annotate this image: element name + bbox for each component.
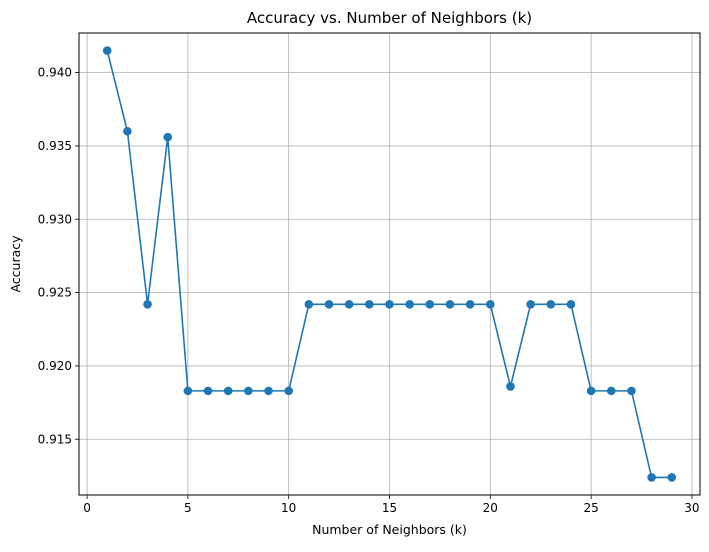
data-point (284, 386, 293, 396)
data-point (546, 300, 556, 309)
data-point (143, 300, 152, 309)
data-point (304, 300, 314, 309)
grid (79, 33, 700, 495)
data-point (183, 386, 193, 396)
data-point (486, 300, 495, 309)
data-point (102, 46, 112, 55)
data-point (223, 386, 233, 396)
ticks: 0 5 10 15 20 25 30 0.915 0.920 0.925 0.930 0.935 0.9… (38, 66, 700, 515)
x-tick-label: 20 (483, 501, 498, 515)
y-tick-label: 0.925 (38, 286, 72, 300)
x-tick-label: 0 (83, 501, 91, 515)
data-point (667, 473, 677, 482)
y-axis-label: Accuracy (8, 235, 23, 293)
data-point (566, 300, 576, 309)
data-point (465, 300, 475, 309)
data-point (425, 300, 435, 309)
data-point (647, 473, 656, 482)
chart-title: Accuracy vs. Number of Neighbors (k) (247, 9, 532, 27)
data-point (344, 300, 354, 309)
data-point (264, 386, 273, 396)
y-tick-label: 0.935 (38, 139, 72, 153)
data-point (445, 300, 455, 309)
x-tick-label: 30 (684, 501, 699, 515)
y-tick-label: 0.930 (38, 212, 72, 226)
x-tick-label: 10 (281, 501, 296, 515)
y-tick-label: 0.920 (38, 359, 72, 373)
x-axis-label: Number of Neighbors (k) (312, 522, 467, 537)
data-point (627, 386, 636, 396)
data-point (163, 132, 173, 142)
data-point (123, 126, 132, 136)
data-point (586, 386, 596, 396)
data-point (324, 300, 334, 309)
series-layer (102, 46, 677, 482)
data-point (203, 386, 213, 396)
data-point (526, 300, 535, 309)
x-tick-label: 25 (583, 501, 598, 515)
x-tick-label: 5 (184, 501, 192, 515)
data-point (365, 300, 374, 309)
data-point (405, 300, 414, 309)
data-point (244, 386, 253, 396)
x-tick-label: 15 (382, 501, 397, 515)
data-point (385, 300, 394, 309)
y-tick-label: 0.915 (38, 432, 72, 446)
data-point (506, 382, 515, 391)
y-tick-label: 0.940 (38, 66, 72, 80)
data-point (606, 386, 616, 396)
